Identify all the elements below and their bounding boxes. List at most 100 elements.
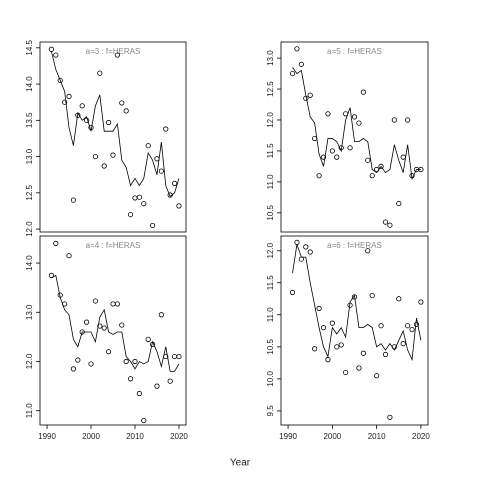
panel-title: a=5 : f=HERAS: [327, 47, 382, 56]
data-point: [378, 323, 384, 329]
y-tick-label: 10.0: [266, 371, 275, 387]
data-point: [158, 168, 164, 174]
panel-title: a=3 : f=HERAS: [86, 47, 141, 56]
data-point: [382, 351, 389, 358]
data-point: [382, 219, 389, 225]
data-point: [163, 126, 169, 132]
data-point: [53, 240, 59, 246]
panel-title: a=4 : f=HERAS: [86, 241, 141, 250]
data-point: [325, 111, 331, 117]
y-tick-label: 11.0: [25, 403, 34, 419]
data-point: [405, 117, 411, 123]
data-point: [127, 376, 134, 382]
data-point: [110, 301, 116, 307]
data-point: [92, 298, 99, 304]
y-tick-label: 14.5: [25, 39, 34, 55]
x-tick-label: 1990: [279, 432, 297, 441]
data-point: [101, 163, 107, 169]
data-point: [316, 173, 322, 179]
data-point: [374, 373, 380, 379]
y-tick-label: 12.0: [266, 242, 275, 258]
panel-frame: [280, 235, 429, 426]
data-point: [136, 390, 142, 397]
y-tick-label: 11.5: [266, 275, 275, 291]
data-point: [79, 103, 85, 109]
data-point: [97, 70, 103, 76]
data-point: [405, 323, 411, 329]
data-point: [171, 353, 178, 360]
data-point: [141, 417, 147, 424]
data-point: [351, 114, 358, 120]
y-tick-label: 11.5: [266, 143, 275, 159]
data-point: [360, 89, 366, 95]
data-point: [325, 357, 331, 363]
fit-line: [292, 67, 421, 181]
x-tick-label: 1990: [38, 432, 56, 441]
data-point: [145, 336, 151, 342]
y-tick-label: 11.0: [266, 174, 275, 190]
data-point: [356, 365, 362, 371]
panel-frame: [39, 41, 187, 233]
data-point: [307, 92, 313, 98]
data-point: [320, 154, 327, 160]
data-point: [320, 325, 327, 331]
x-tick-label: 2020: [170, 432, 188, 441]
data-point: [378, 163, 384, 169]
data-point: [176, 353, 182, 360]
y-tick-label: 13.0: [25, 148, 34, 164]
data-point: [141, 201, 147, 207]
data-point: [145, 143, 151, 149]
data-point: [351, 294, 358, 300]
data-point: [303, 244, 309, 250]
data-point: [338, 342, 344, 348]
data-point: [119, 100, 125, 106]
data-point: [70, 197, 77, 203]
data-point: [84, 319, 90, 325]
data-point: [307, 249, 313, 255]
y-tick-label: 9.5: [266, 405, 275, 417]
data-point: [127, 211, 134, 218]
data-point: [316, 305, 322, 311]
panel-frame: [39, 235, 187, 426]
data-point: [365, 157, 371, 163]
data-point: [400, 341, 406, 347]
data-point: [334, 154, 340, 160]
data-point: [57, 77, 63, 84]
data-point: [106, 119, 112, 126]
data-point: [84, 117, 90, 123]
y-tick-label: 12.0: [25, 353, 34, 369]
data-point: [119, 322, 125, 328]
data-point: [114, 301, 120, 307]
data-point: [418, 299, 424, 305]
data-point: [123, 358, 129, 365]
data-point: [106, 349, 112, 355]
data-point: [92, 153, 99, 160]
data-point: [110, 152, 116, 158]
y-tick-label: 12.0: [266, 112, 275, 128]
x-tick-label: 2000: [82, 432, 100, 441]
data-point: [387, 222, 393, 228]
data-point: [171, 180, 178, 187]
data-point: [387, 414, 393, 420]
y-tick-label: 13.5: [25, 112, 34, 128]
y-tick-label: 14.0: [25, 255, 34, 271]
data-point: [400, 154, 406, 160]
fit-line: [292, 244, 422, 362]
x-tick-label: 2010: [126, 432, 144, 441]
data-point: [53, 52, 59, 58]
y-tick-label: 12.5: [25, 185, 34, 201]
data-point: [396, 200, 402, 207]
data-point: [97, 323, 103, 329]
data-point: [289, 289, 296, 295]
data-point: [356, 120, 362, 126]
data-point: [391, 117, 397, 123]
x-tick-label: 2000: [323, 432, 341, 441]
data-point: [347, 145, 353, 151]
data-point: [66, 253, 72, 259]
data-point: [149, 222, 156, 229]
data-point: [176, 203, 182, 209]
data-point: [66, 93, 72, 99]
fit-line: [51, 274, 180, 372]
x-tick-label: 2020: [412, 432, 430, 441]
data-point: [294, 46, 300, 52]
